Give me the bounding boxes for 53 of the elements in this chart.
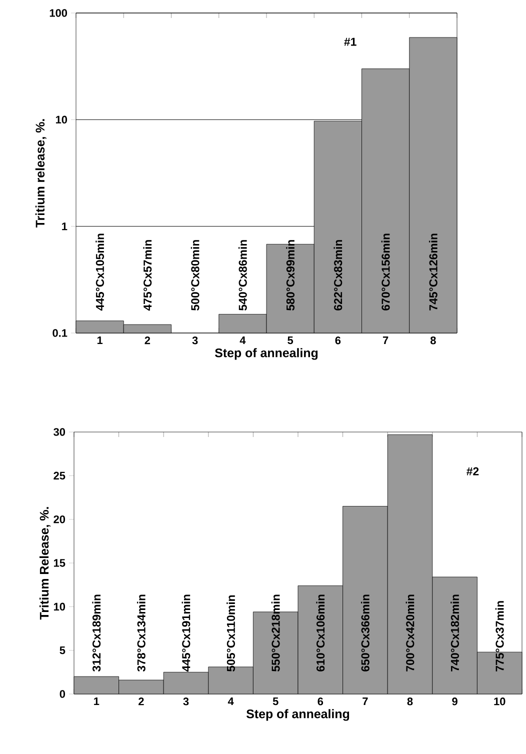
x-tick-label: 7 (362, 698, 368, 706)
y-tick-label: 0 (60, 690, 66, 698)
annotation: 622°Cx83min (334, 240, 342, 310)
x-tick-label: 3 (183, 698, 189, 706)
x-axis-title: Step of annealing (246, 709, 350, 721)
y-tick-label: 10 (56, 116, 68, 124)
annotation: 500°Cx80min (190, 240, 200, 310)
x-tick-label: 5 (272, 698, 278, 706)
annotation: 580°Cx99min (286, 240, 295, 310)
annotation: 475°Cx57min (143, 240, 152, 311)
y-tick-label: 25 (54, 472, 66, 480)
y-tick-label: 1 (62, 222, 68, 230)
x-tick-label: 10 (494, 698, 506, 706)
annotation: 445°Cx191min (182, 594, 190, 672)
annotation: 540°Cx86min (238, 240, 247, 310)
y-tick-label: 20 (54, 515, 66, 524)
annotation: 650°Cx366min (360, 594, 370, 672)
x-tick-label: 4 (228, 698, 234, 706)
x-tick-label: 3 (192, 336, 198, 344)
y-tick-label: 15 (54, 559, 66, 567)
x-tick-label: 7 (382, 336, 388, 344)
y-tick-label: 100 (50, 9, 68, 17)
annotation: 670°Cx156min (381, 234, 390, 310)
x-tick-label: 5 (288, 336, 294, 344)
x-tick-label: 6 (318, 698, 324, 706)
annotation: 378°Cx134min (136, 594, 146, 672)
y-axis-title: Tritium release, %. (35, 119, 46, 228)
y-tick-label: 0.1 (52, 329, 68, 337)
y-axis-title: Tritium Release, %. (39, 507, 50, 620)
x-tick-label: 6 (335, 336, 341, 344)
y-tick-label: 10 (54, 602, 66, 611)
annotation: 610°Cx106min (316, 594, 325, 672)
annotation: 312°Cx189min (92, 594, 101, 672)
annotation: 550°Cx218min (271, 594, 280, 672)
x-tick-label: 2 (138, 698, 144, 706)
annotation: 740°Cx182min (450, 594, 460, 672)
annotation: 505°Cx110min (226, 595, 236, 672)
x-axis-title: Step of annealing (214, 348, 318, 360)
annotation: 700°Cx420min (406, 594, 414, 672)
x-tick-label: 9 (452, 698, 458, 706)
x-tick-label: 1 (97, 336, 103, 344)
annotation: 775°Cx37min (495, 601, 504, 672)
x-tick-label: 8 (407, 698, 413, 706)
annotation: 745°Cx126min (428, 234, 438, 310)
y-tick-label: 30 (54, 428, 66, 436)
x-tick-label: 4 (240, 336, 246, 344)
y-tick-label: 5 (60, 646, 66, 654)
annotation: 445°Cx105min (96, 234, 104, 311)
x-tick-label: 1 (94, 698, 100, 706)
annotation: #1 (344, 38, 356, 46)
x-tick-label: 8 (430, 336, 436, 344)
x-tick-label: 2 (144, 336, 150, 344)
annotation: #2 (466, 467, 479, 476)
